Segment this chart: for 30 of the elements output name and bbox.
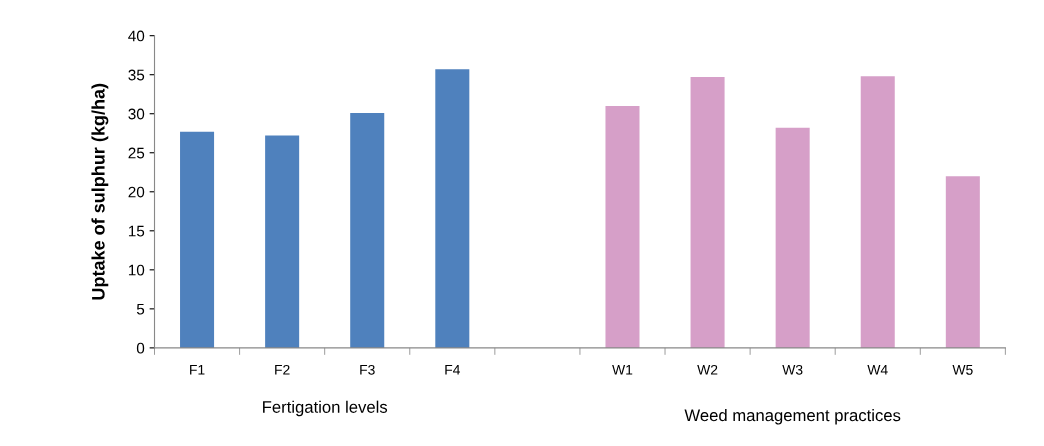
bar xyxy=(860,76,895,348)
x-tick-label: W4 xyxy=(867,365,888,375)
y-tick-label: 40 xyxy=(128,30,145,42)
bar xyxy=(180,131,215,348)
bar xyxy=(690,77,725,348)
y-tick-label: 10 xyxy=(128,264,145,276)
bar xyxy=(350,112,385,348)
y-tick-label: 25 xyxy=(128,147,145,159)
x-tick-label: W3 xyxy=(782,364,803,375)
y-axis-title: Uptake of sulphur (kg/ha) xyxy=(91,83,109,300)
bar xyxy=(265,135,300,348)
bar xyxy=(435,69,470,348)
y-tick-label: 15 xyxy=(128,225,145,237)
y-tick-label: 30 xyxy=(128,108,145,120)
x-tick-label: W1 xyxy=(612,365,633,375)
y-tick-label: 0 xyxy=(136,342,145,354)
text: Weed management practices xyxy=(684,408,901,425)
x-tick-label: F2 xyxy=(275,364,290,375)
x-tick-label: W2 xyxy=(697,364,718,375)
bar xyxy=(945,176,980,348)
x-tick-label: F4 xyxy=(445,365,461,375)
y-tick-label: 35 xyxy=(128,69,145,81)
y-tick-label: 20 xyxy=(128,186,145,198)
y-tick-label: 5 xyxy=(136,303,145,315)
x-tick-label: F1 xyxy=(190,365,205,375)
x-tick-label: F3 xyxy=(360,364,375,375)
x-tick-label: W5 xyxy=(952,365,973,375)
bar xyxy=(605,105,640,348)
text: Fertigation levels xyxy=(263,400,388,417)
bar xyxy=(775,127,810,348)
